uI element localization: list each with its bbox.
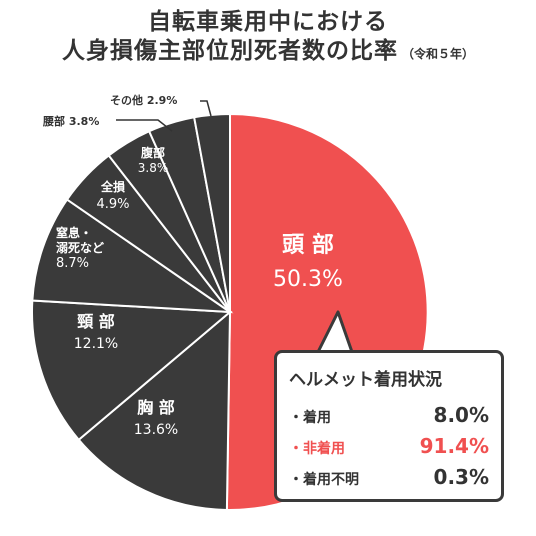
slice-label-whole-value: 4.9% [96, 197, 130, 212]
slice-label-chest-name: 胸 部 [137, 398, 175, 417]
leader-lines [116, 100, 212, 132]
slice-label-choke-line2: 溺死など [56, 241, 105, 255]
title-year: （令和５年） [401, 46, 474, 61]
slice-label-whole-name: 全損 [100, 180, 125, 194]
slice-label-choke-line1: 窒息・ [56, 226, 93, 240]
outer-label-other: その他 2.9% [110, 94, 178, 107]
chart-title: 自転車乗用中における 人身損傷主部位別死者数の比率 （令和５年） [0, 8, 536, 66]
title-line2-text: 人身損傷主部位別死者数の比率 [61, 37, 398, 64]
helmet-row-not-worn-label: ・非着用 [289, 441, 345, 457]
slice-label-head-value: 50.3% [273, 266, 343, 292]
helmet-row-worn-value: 8.0% [433, 403, 489, 427]
outer-label-waist: 腰部 3.8% [43, 115, 100, 128]
helmet-row-unknown-value: 0.3% [433, 465, 489, 489]
slice-label-head: 頭 部 50.3% [258, 232, 358, 293]
slice-label-neck-value: 12.1% [73, 336, 119, 352]
slice-label-head-name: 頭 部 [282, 233, 334, 258]
leader-line-waist [116, 119, 173, 132]
slice-label-neck-name: 頸 部 [77, 312, 115, 331]
helmet-row-not-worn-value: 91.4% [419, 434, 489, 458]
helmet-usage-box: ヘルメット着用状況 ・着用 8.0% ・非着用 91.4% ・着用不明 0.3% [274, 350, 504, 502]
slice-label-abdomen-value: 3.8% [137, 161, 169, 175]
helmet-row-worn-label: ・着用 [289, 410, 331, 426]
pie-slice-choke [31, 198, 234, 314]
helmet-row-unknown-label: ・着用不明 [289, 472, 359, 488]
slice-label-choke: 窒息・ 溺死など 8.7% [56, 226, 126, 272]
title-line2: 人身損傷主部位別死者数の比率 （令和５年） [0, 37, 536, 66]
slice-label-abdomen: 腹部 3.8% [128, 146, 178, 176]
slice-label-chest: 胸 部 13.6% [116, 398, 196, 440]
pie-slice-neck [30, 299, 233, 442]
pie-slice-other [192, 112, 231, 313]
pie-slice-chest [77, 309, 232, 511]
leader-line-other [200, 100, 212, 117]
slice-label-whole: 全損 4.9% [88, 180, 138, 213]
slice-label-chest-value: 13.6% [133, 422, 179, 438]
helmet-usage-title: ヘルメット着用状況 [289, 370, 442, 390]
title-line1: 自転車乗用中における [148, 9, 388, 35]
slice-label-abdomen-name: 腹部 [140, 146, 165, 160]
slice-label-neck: 頸 部 12.1% [56, 312, 136, 354]
slice-label-choke-value: 8.7% [56, 256, 90, 271]
pie-slices [30, 112, 429, 511]
